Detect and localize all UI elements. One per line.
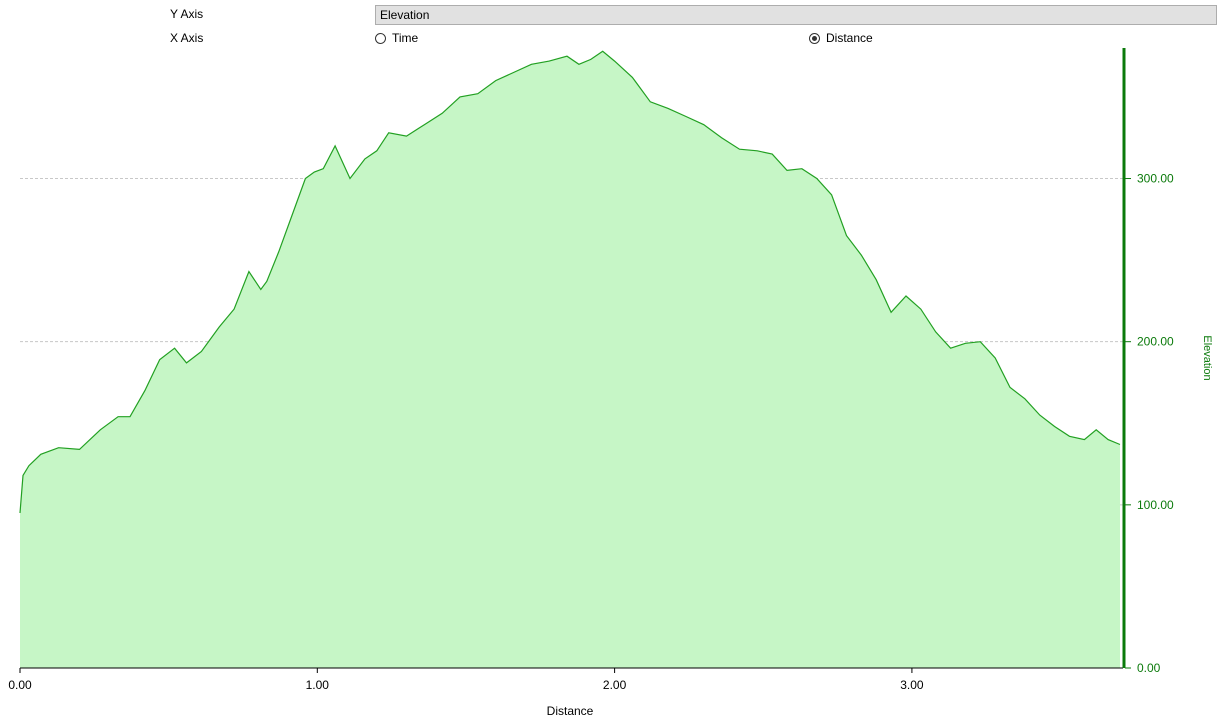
y-axis-dropdown-value: Elevation [380, 8, 430, 22]
x-tick-label: 2.00 [603, 678, 627, 692]
x-tick-label: 0.00 [8, 678, 32, 692]
x-axis-label: X Axis [170, 31, 204, 45]
radio-circle-time [375, 32, 386, 44]
y-axis-title: Elevation [1201, 335, 1213, 380]
x-axis-radio-time-label: Time [392, 31, 419, 45]
elevation-line [19, 50, 1121, 514]
x-tick-label: 3.00 [900, 678, 924, 692]
y-tick-label: 300.00 [1137, 172, 1174, 186]
x-axis-ticks: 0.00 1.00 2.00 3.00 [8, 668, 924, 692]
y-tick-label: 0.00 [1137, 661, 1161, 675]
y-tick-label: 100.00 [1137, 498, 1174, 512]
radio-circle-distance [809, 32, 820, 44]
x-tick-label: 1.00 [306, 678, 330, 692]
x-axis-radio-time[interactable]: Time [375, 31, 418, 45]
y-axis-label: Y Axis [170, 7, 204, 21]
x-axis-title: Distance [547, 704, 594, 718]
x-axis-radio-distance[interactable]: Distance [809, 31, 873, 45]
y-tick-label: 200.00 [1137, 335, 1174, 349]
x-axis-radio-distance-label: Distance [826, 31, 873, 45]
elevation-area [20, 51, 1120, 669]
y-axis-ticks: 0.00 100.00 200.00 300.00 [1125, 172, 1174, 675]
